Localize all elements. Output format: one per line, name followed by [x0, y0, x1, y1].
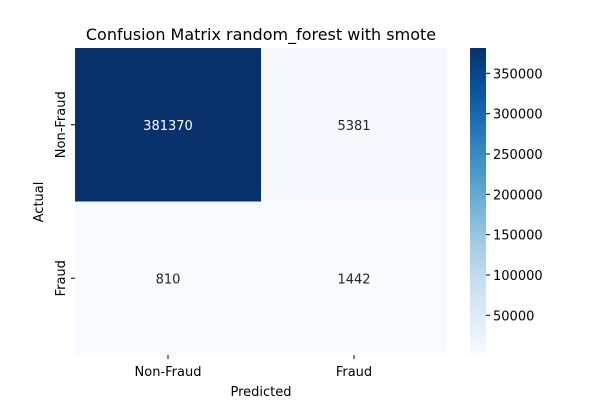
y-axis-ticks: Non-Fraud Fraud	[54, 91, 75, 296]
colorbar-ticks: 50000 100000 150000 200000 250000 300000 35000…	[486, 67, 543, 324]
y-axis-label: Actual	[32, 182, 47, 223]
colorbar-tick-label: 50000	[493, 309, 534, 324]
heatmap-cell-r1-c0	[75, 201, 261, 355]
colorbar-tick-label: 100000	[493, 269, 543, 284]
cell-value-r1-c1: 1442	[337, 272, 370, 287]
colorbar-tick-label: 300000	[493, 108, 543, 123]
heatmap-cell-r0-c0	[75, 48, 261, 202]
x-axis-label: Predicted	[230, 385, 291, 400]
chart-title: Confusion Matrix random_forest with smot…	[86, 25, 436, 45]
y-tick-label: Non-Fraud	[54, 91, 69, 158]
colorbar-tick-label: 200000	[493, 188, 543, 203]
cell-value-r0-c0: 381370	[143, 119, 193, 134]
cell-value-r1-c0: 810	[156, 272, 181, 287]
colorbar-tick-label: 150000	[493, 229, 543, 244]
heatmap-cell-r1-c1	[261, 201, 447, 355]
y-tick-label: Fraud	[54, 260, 69, 296]
colorbar	[470, 48, 486, 355]
heatmap-cell-labels: 381370 5381 810 1442	[143, 119, 370, 288]
cell-value-r0-c1: 5381	[337, 119, 370, 134]
x-tick-label: Fraud	[336, 365, 372, 380]
colorbar-tick-label: 250000	[493, 148, 543, 163]
x-tick-label: Non-Fraud	[135, 365, 202, 380]
heatmap-cells	[75, 48, 447, 355]
colorbar-tick-label: 350000	[493, 67, 543, 82]
x-axis-ticks: Non-Fraud Fraud	[135, 355, 372, 380]
heatmap-cell-r0-c1	[261, 48, 447, 202]
